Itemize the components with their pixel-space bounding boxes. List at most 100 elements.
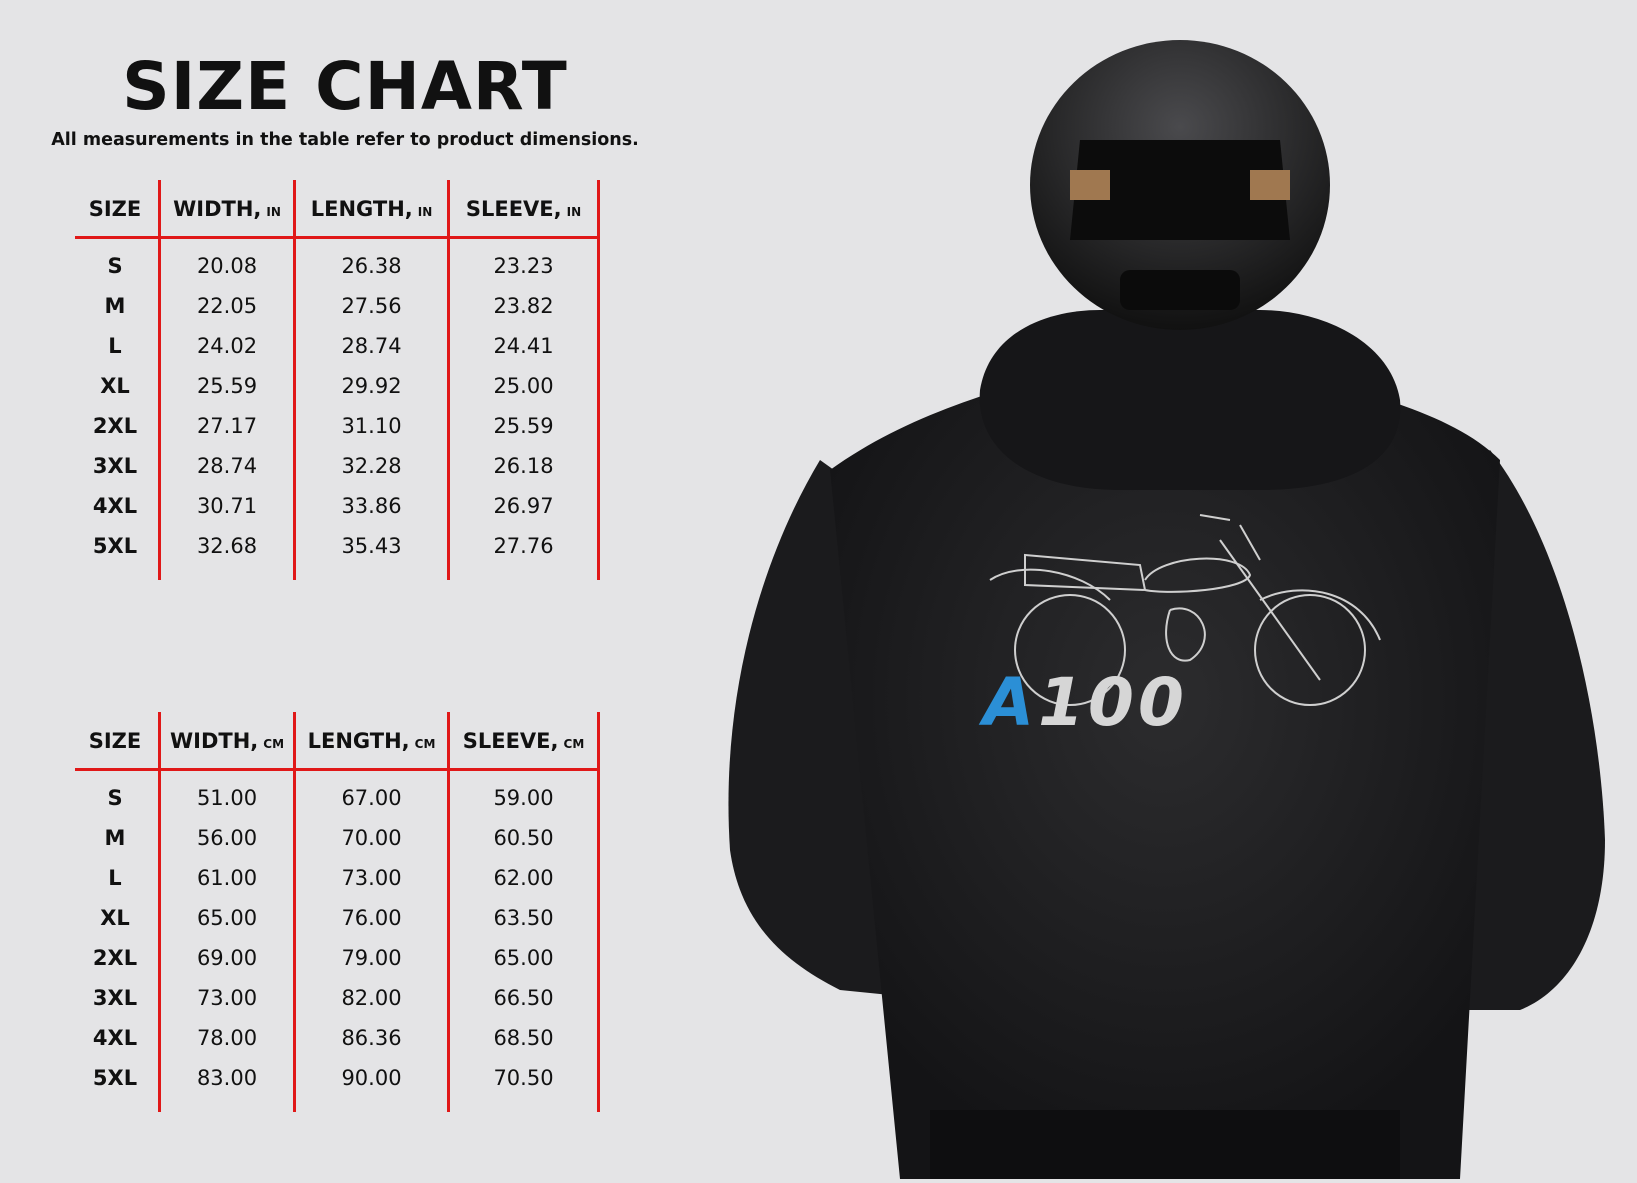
measurement-cell: 32.68 <box>196 534 258 558</box>
measurement-cell: 61.00 <box>196 866 258 890</box>
column-header-unit: CM <box>563 736 585 751</box>
measurement-cell: 66.50 <box>493 986 554 1010</box>
measurement-cell: 90.00 <box>341 1066 402 1090</box>
size-cell: 3XL <box>92 454 138 478</box>
measurement-cell: 25.59 <box>196 374 258 398</box>
measurement-cell: 60.50 <box>493 826 554 850</box>
measurement-cell: 25.59 <box>493 414 554 438</box>
measurement-cell: 26.18 <box>493 454 554 478</box>
measurement-cell: 26.97 <box>493 494 554 518</box>
measurement-cell: 32.28 <box>341 454 402 478</box>
measurement-cell: 76.00 <box>341 906 402 930</box>
measurement-cell: 30.71 <box>196 494 258 518</box>
column-header-unit: IN <box>417 204 433 219</box>
measurement-cell: 79.00 <box>341 946 402 970</box>
column-divider <box>158 180 161 580</box>
column-divider <box>293 712 296 1112</box>
measurement-cell: 28.74 <box>196 454 258 478</box>
column-header-label: WIDTH, <box>173 196 262 221</box>
measurement-cell: 62.00 <box>493 866 554 890</box>
measurement-cell: 28.74 <box>341 334 402 358</box>
measurement-cell: 26.38 <box>341 254 402 278</box>
size-cell: L <box>108 866 122 890</box>
measurement-cell: 31.10 <box>341 414 402 438</box>
column-header-label: SIZE <box>88 196 142 221</box>
motorcycle-graphic <box>989 514 1381 706</box>
column-header: WIDTH, IN <box>161 180 293 237</box>
header-divider <box>75 236 600 239</box>
column-header-unit: CM <box>263 736 285 751</box>
hood <box>979 310 1401 490</box>
hoodie-model-image: A100 <box>728 40 1605 1179</box>
size-cell: S <box>107 254 123 278</box>
measurement-cell: 83.00 <box>196 1066 258 1090</box>
column-header: SLEEVE, CM <box>450 712 597 769</box>
size-table-inches: SIZE WIDTH, IN LENGTH, IN SLEEVE, IN S 20.08 26.3… <box>75 180 600 580</box>
measurement-cell: 51.00 <box>196 786 258 810</box>
measurement-cell: 73.00 <box>196 986 258 1010</box>
print-number: 100 <box>1038 664 1188 741</box>
measurement-cell: 65.00 <box>493 946 554 970</box>
size-cell: S <box>107 786 123 810</box>
measurement-cell: 78.00 <box>196 1026 258 1050</box>
size-cell: XL <box>100 906 130 930</box>
size-cell: M <box>104 826 126 850</box>
column-header-label: SLEEVE, <box>465 196 562 221</box>
measurement-cell: 70.50 <box>493 1066 554 1090</box>
measurement-cell: 82.00 <box>341 986 402 1010</box>
column-header-unit: IN <box>266 204 281 219</box>
measurement-cell: 27.56 <box>341 294 402 318</box>
measurement-cell: 67.00 <box>341 786 402 810</box>
size-cell: 2XL <box>92 414 138 438</box>
print-accent-letter: A <box>978 664 1038 741</box>
measurement-cell: 70.00 <box>341 826 402 850</box>
column-divider <box>597 712 600 1112</box>
column-header: SIZE <box>75 712 155 769</box>
size-table-cm: SIZE WIDTH, CM LENGTH, CM SLEEVE, CM S 51.00 67.0… <box>75 712 600 1112</box>
measurement-cell: 23.23 <box>493 254 554 278</box>
measurement-cell: 20.08 <box>196 254 258 278</box>
size-cell: 5XL <box>92 1066 138 1090</box>
measurement-cell: 29.92 <box>341 374 402 398</box>
size-cell: 4XL <box>92 1026 138 1050</box>
size-cell: 5XL <box>92 534 138 558</box>
measurement-cell: 59.00 <box>493 786 554 810</box>
measurement-cell: 24.41 <box>493 334 554 358</box>
column-divider <box>293 180 296 580</box>
column-header-label: LENGTH, <box>307 728 410 753</box>
column-header-label: WIDTH, <box>169 728 259 753</box>
column-header-label: SIZE <box>88 728 142 753</box>
column-header: WIDTH, CM <box>161 712 293 769</box>
measurement-cell: 73.00 <box>341 866 402 890</box>
measurement-cell: 86.36 <box>341 1026 402 1050</box>
size-cell: 3XL <box>92 986 138 1010</box>
size-cell: M <box>104 294 126 318</box>
measurement-cell: 33.86 <box>341 494 402 518</box>
column-divider <box>447 180 450 580</box>
measurement-cell: 23.82 <box>493 294 554 318</box>
svg-text:A100: A100 <box>978 664 1188 741</box>
measurement-cell: 63.50 <box>493 906 554 930</box>
page-title: SIZE CHART <box>122 48 568 125</box>
measurement-cell: 27.17 <box>196 414 258 438</box>
column-header-label: LENGTH, <box>310 196 413 221</box>
column-header-label: SLEEVE, <box>462 728 559 753</box>
measurement-cell: 65.00 <box>196 906 258 930</box>
size-cell: XL <box>100 374 130 398</box>
measurement-cell: 69.00 <box>196 946 258 970</box>
column-header: SIZE <box>75 180 155 237</box>
column-divider <box>597 180 600 580</box>
column-header-unit: IN <box>566 204 582 219</box>
size-cell: 2XL <box>92 946 138 970</box>
column-header-unit: CM <box>414 736 436 751</box>
column-divider <box>158 712 161 1112</box>
size-cell: 4XL <box>92 494 138 518</box>
measurement-cell: 68.50 <box>493 1026 554 1050</box>
measurement-cell: 56.00 <box>196 826 258 850</box>
column-header: LENGTH, CM <box>296 712 447 769</box>
measurement-cell: 24.02 <box>196 334 258 358</box>
column-divider <box>447 712 450 1112</box>
measurement-cell: 22.05 <box>196 294 258 318</box>
product-photo: A100 <box>700 0 1637 1179</box>
column-header: SLEEVE, IN <box>450 180 597 237</box>
